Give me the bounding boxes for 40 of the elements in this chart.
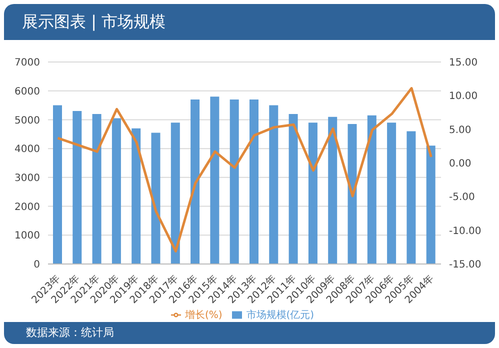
y2-tick-label: -15.00 <box>449 260 482 271</box>
y-tick-label: 4000 <box>14 144 40 156</box>
y-tick-label: 6000 <box>14 86 40 98</box>
bar <box>151 132 160 264</box>
line-series <box>56 87 432 252</box>
y-tick-label: 5000 <box>14 115 40 126</box>
y-tick-label: 0 <box>34 260 40 271</box>
bar <box>288 114 298 264</box>
bar <box>367 115 376 264</box>
bar <box>426 146 436 264</box>
bar <box>250 100 258 264</box>
chart-title: 展示图表 | 市场规模 <box>4 4 495 40</box>
y2-tick-label: 0.00 <box>449 158 472 170</box>
bar <box>387 122 396 264</box>
bar <box>328 116 338 264</box>
bar <box>53 105 62 264</box>
bar <box>112 118 121 264</box>
y2-tick-label: -5.00 <box>449 192 475 204</box>
bar <box>308 122 318 264</box>
y2-tick-label: 5.00 <box>449 124 472 136</box>
legend-label: 市场规模(亿元) <box>246 310 314 321</box>
bar <box>170 122 180 264</box>
y2-tick-label: 10.00 <box>449 91 478 102</box>
y-tick-label: 1000 <box>14 230 40 242</box>
y-tick-label: 2000 <box>14 202 40 213</box>
bar <box>210 96 220 264</box>
bar <box>348 124 357 264</box>
source-note: 数据来源：统计局 <box>26 326 114 339</box>
y-tick-label: 3000 <box>14 172 40 184</box>
y2-tick-label: -10.00 <box>449 226 482 237</box>
bar <box>92 114 102 264</box>
y-tick-label: 7000 <box>14 58 40 69</box>
y2-tick-label: 15.00 <box>449 58 478 69</box>
bar <box>269 105 278 264</box>
bar <box>230 100 239 264</box>
bar <box>72 111 82 264</box>
bar <box>190 100 200 264</box>
bar <box>406 131 416 264</box>
bar <box>132 128 141 264</box>
legend-label: 增长(%) <box>184 310 222 321</box>
